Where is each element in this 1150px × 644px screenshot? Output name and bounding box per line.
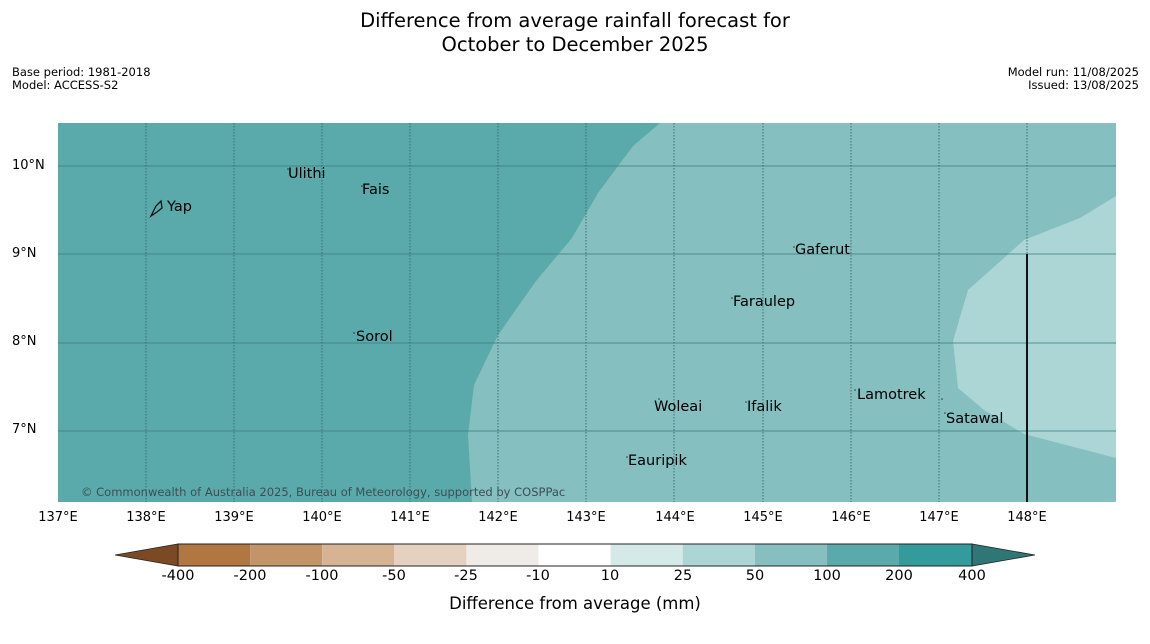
lat-label-9n: 9°N [12, 246, 37, 261]
lat-label-7n: 7°N [12, 422, 37, 437]
map-panel[interactable] [58, 123, 1116, 502]
issued-date: Issued: 13/08/2025 [1028, 78, 1139, 92]
place-fais: Fais [362, 182, 390, 198]
band-50-100 [468, 123, 1116, 502]
meta-left: Base period: 1981-2018 Model: ACCESS-S2 [12, 66, 151, 92]
title-line-2: October to December 2025 [441, 33, 709, 56]
colorbar-swatch-1 [178, 544, 251, 566]
lon-label-138e: 138°E [126, 510, 166, 525]
lat-label-8n: 8°N [12, 334, 37, 349]
colorbar-tick: 10 [600, 568, 620, 584]
colorbar-extend-low [114, 543, 179, 567]
colorbar-extend-high [971, 543, 1036, 567]
lon-label-146e: 146°E [831, 510, 871, 525]
place-ifalik: Ifalik [747, 399, 782, 415]
meta-right: Model run: 11/08/2025 Issued: 13/08/2025 [1008, 66, 1139, 92]
place-yap: Yap [167, 199, 192, 215]
colorbar-swatch-8 [682, 544, 755, 566]
lon-label-145e: 145°E [743, 510, 783, 525]
lon-label-147e: 147°E [919, 510, 959, 525]
colorbar-swatch-10 [826, 544, 899, 566]
place-lamotrek: Lamotrek [857, 387, 926, 403]
lon-label-141e: 141°E [390, 510, 430, 525]
map-svg [58, 123, 1116, 502]
island-dots [287, 168, 946, 458]
band-25-50 [953, 196, 1116, 458]
lon-label-139e: 139°E [214, 510, 254, 525]
place-sorol: Sorol [356, 329, 393, 345]
place-gaferut: Gaferut [795, 242, 850, 258]
colorbar-swatch-11 [899, 544, 972, 566]
colorbar-tick: 200 [885, 568, 913, 584]
place-faraulep: Faraulep [733, 294, 796, 310]
lat-label-10n: 10°N [12, 158, 45, 173]
lon-label-142e: 142°E [478, 510, 518, 525]
place-satawal: Satawal [946, 411, 1004, 427]
colorbar-tick: 400 [958, 568, 986, 584]
colorbar-svg [114, 543, 1036, 567]
lon-label-148e: 148°E [1007, 510, 1047, 525]
colorbar-swatch-4 [394, 544, 467, 566]
lon-label-143e: 143°E [566, 510, 606, 525]
colorbar-tick: -100 [305, 568, 339, 584]
lon-label-137e: 137°E [38, 510, 78, 525]
colorbar-swatch-6 [538, 544, 611, 566]
colorbar-tick: 50 [745, 568, 765, 584]
place-eauripik: Eauripik [628, 453, 687, 469]
map-title: Difference from average rainfall forecas… [0, 9, 1150, 57]
lon-label-140e: 140°E [302, 510, 342, 525]
copyright-notice: © Commonwealth of Australia 2025, Bureau… [81, 485, 566, 499]
colorbar-swatch-9 [754, 544, 827, 566]
place-ulithi: Ulithi [288, 166, 326, 182]
colorbar-swatch-2 [250, 544, 323, 566]
lon-label-144e: 144°E [655, 510, 695, 525]
colorbar-swatch-3 [322, 544, 395, 566]
title-line-1: Difference from average rainfall forecas… [360, 9, 790, 32]
yap-island-shape [149, 199, 163, 218]
place-woleai: Woleai [654, 399, 703, 415]
colorbar-tick: -200 [233, 568, 267, 584]
colorbar-tick: -10 [526, 568, 550, 584]
colorbar-tick: 100 [813, 568, 841, 584]
model-run: Model run: 11/08/2025 [1007, 65, 1139, 79]
longitude-gridlines [145, 123, 1028, 502]
colorbar-label: Difference from average (mm) [449, 594, 701, 613]
colorbar-swatch-7 [610, 544, 683, 566]
model-name: Model: ACCESS-S2 [12, 78, 119, 92]
colorbar-outline [177, 543, 973, 567]
colorbar-tick: -50 [382, 568, 406, 584]
colorbar [114, 543, 1037, 573]
colorbar-tick: 25 [673, 568, 693, 584]
colorbar-tick: -25 [454, 568, 478, 584]
base-period: Base period: 1981-2018 [12, 65, 151, 79]
colorbar-swatch-5 [466, 544, 539, 566]
colorbar-tick: -400 [161, 568, 195, 584]
